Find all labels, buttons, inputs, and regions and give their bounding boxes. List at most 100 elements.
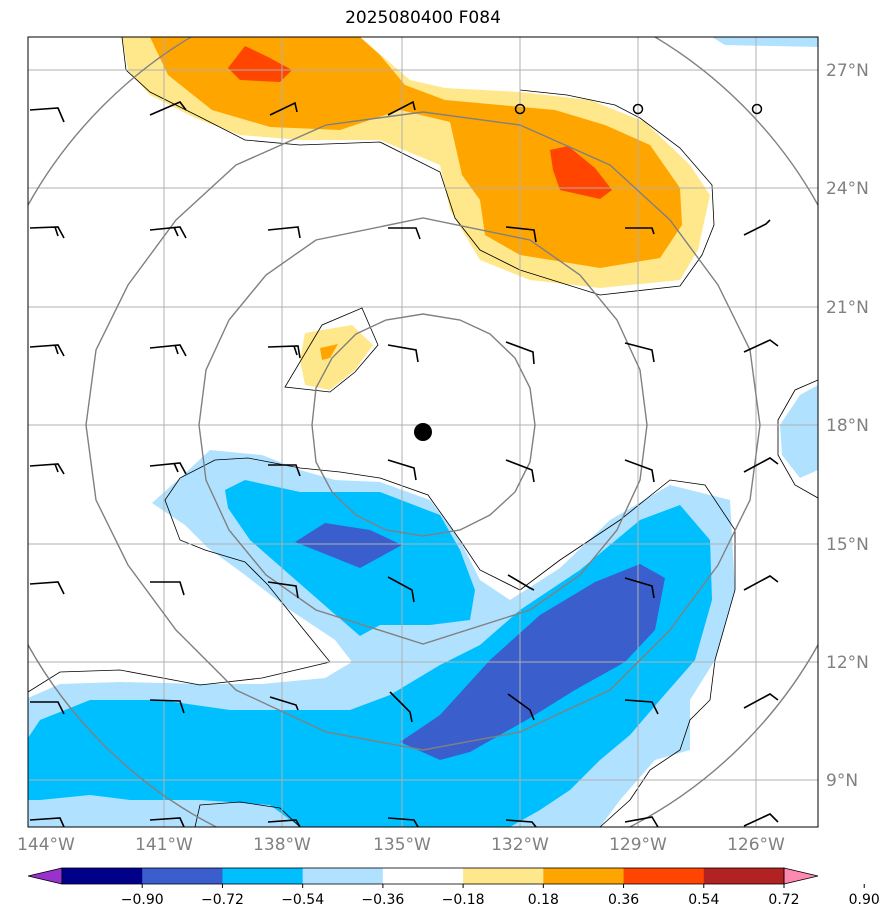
wind-barb — [624, 577, 655, 599]
wind-barb — [29, 107, 65, 123]
wind-barb — [389, 691, 413, 723]
wind-barb — [625, 227, 655, 235]
wind-barb — [149, 226, 187, 239]
wind-barb — [387, 817, 419, 827]
colorbar-label: 0.90 — [849, 892, 880, 908]
colorbar-segment — [302, 868, 384, 884]
wind-barb — [624, 816, 659, 827]
wind-barb — [624, 459, 655, 483]
map-title: 2025080400 F084 — [345, 8, 501, 28]
colorbar-label: −0.54 — [281, 892, 324, 908]
lon-tick-label: 141°W — [135, 835, 193, 855]
wind-barb — [149, 101, 187, 116]
colorbar-label: 0.72 — [768, 892, 799, 908]
wind-barb — [624, 699, 659, 715]
lon-tick-label: 129°W — [609, 835, 667, 855]
colorbar-segment — [62, 868, 143, 884]
wind-barb — [743, 693, 779, 709]
colorbar-segment — [623, 868, 705, 884]
colorbar-segment — [543, 868, 625, 884]
wind-barb — [149, 344, 187, 357]
wind-barb — [267, 345, 301, 359]
plot-area — [28, 37, 818, 827]
contour-positive-0.54-b — [550, 146, 612, 199]
lat-tick-label: 24°N — [826, 179, 869, 199]
wind-barb — [505, 341, 535, 365]
wind-barb — [743, 339, 779, 353]
colorbar-frame — [61, 867, 785, 885]
wind-barb — [505, 459, 535, 483]
lat-tick-label: 15°N — [826, 535, 869, 555]
lat-tick-label: 9°N — [826, 771, 858, 791]
contour-positive-small-core — [320, 344, 338, 360]
contour-negative-east — [780, 385, 818, 478]
plot-frame — [27, 36, 819, 828]
range-rings — [28, 37, 818, 827]
colorbar-label: 0.36 — [608, 892, 639, 908]
wind-barb — [743, 813, 779, 827]
wind-barb — [29, 344, 65, 357]
contour-positive-0.54-a — [228, 46, 292, 82]
wind-barb — [267, 581, 299, 599]
colorbar-extend-high — [783, 867, 819, 885]
wind-barbs — [29, 100, 779, 827]
wind-barb — [387, 344, 419, 363]
colorbar: −0.90 −0.72 −0.54 −0.36 −0.18 0.18 0.36 0.54 0.7… — [27, 867, 880, 908]
wind-barb — [29, 581, 65, 595]
lon-tick-label: 138°W — [253, 835, 311, 855]
wind-barb — [387, 459, 417, 481]
wind-barb — [267, 819, 301, 827]
wind-barb — [268, 464, 301, 477]
contour-negative-0.36 — [28, 480, 712, 827]
wind-barb — [29, 226, 65, 239]
colorbar-label: −0.90 — [121, 892, 164, 908]
wind-barb — [30, 701, 65, 715]
calm-marker — [514, 103, 526, 115]
calm-markers — [514, 103, 763, 115]
colorbar-segment — [222, 868, 304, 884]
wind-barb — [150, 581, 185, 596]
lon-tick-label: 132°W — [491, 835, 549, 855]
calm-marker — [632, 103, 644, 115]
wind-barb — [149, 699, 185, 714]
wind-barb — [269, 696, 299, 711]
colorbar-segment — [382, 868, 464, 884]
lat-axis-labels: 9°N 12°N 15°N 18°N 21°N 24°N 27°N — [826, 61, 869, 791]
colorbar-segment — [463, 868, 544, 884]
calm-marker — [751, 103, 763, 115]
wind-barb — [505, 819, 537, 827]
wind-barb — [29, 463, 65, 475]
contour-negative-0.54-a — [295, 523, 402, 568]
lat-tick-label: 21°N — [826, 298, 869, 318]
wind-barb — [507, 693, 535, 721]
wind-barb — [505, 226, 537, 243]
lat-tick-label: 18°N — [826, 416, 869, 436]
wind-barb — [743, 575, 779, 591]
range-ring-3 — [85, 111, 761, 751]
colorbar-label: −0.36 — [361, 892, 404, 908]
colorbar-label: −0.18 — [442, 892, 485, 908]
lon-tick-label: 135°W — [373, 835, 431, 855]
wind-barb — [387, 576, 415, 603]
colorbar-label: −0.72 — [201, 892, 244, 908]
contour-positive-small — [300, 325, 373, 390]
wind-barb — [507, 574, 535, 591]
wind-barb — [267, 226, 301, 239]
colorbar-segment — [703, 868, 785, 884]
colorbar-label: 0.18 — [528, 892, 559, 908]
storm-center-marker — [414, 423, 432, 441]
colorbar-label: 0.54 — [688, 892, 719, 908]
lat-tick-label: 12°N — [826, 653, 869, 673]
wind-barb — [29, 817, 65, 827]
lon-tick-label: 144°W — [17, 835, 75, 855]
contour-negative-top — [712, 37, 818, 47]
lon-axis-labels: 144°W 141°W 138°W 135°W 132°W 129°W 126°… — [17, 835, 785, 855]
range-ring-2 — [198, 217, 648, 645]
range-ring-1 — [311, 313, 536, 537]
wind-barb — [743, 219, 771, 236]
lon-tick-label: 126°W — [727, 835, 785, 855]
colorbar-extend-low — [27, 867, 63, 885]
wind-barb — [387, 100, 416, 116]
wind-barb — [388, 227, 421, 240]
